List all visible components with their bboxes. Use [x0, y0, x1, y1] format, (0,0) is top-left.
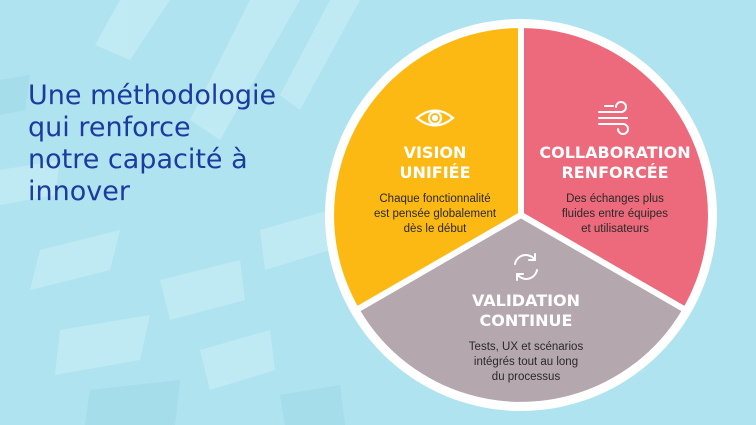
segment-collaboration [518, 22, 714, 313]
headline-line: notre capacité à [28, 144, 248, 175]
headline-line: innover [28, 176, 130, 207]
validation-text-line: du processus [492, 371, 561, 383]
headline-line: Une méthodologie [28, 80, 277, 111]
validation-text-line: Tests, UX et scénarios [469, 341, 584, 353]
methodology-wheel: VISION UNIFIÉE Chaque fonctionnalité est… [325, 19, 717, 411]
collaboration-title-line: COLLABORATION [539, 143, 690, 162]
eye-icon [415, 109, 455, 127]
segment-validation [353, 212, 689, 408]
headline-line: qui renforce [28, 112, 191, 143]
vision-title-line: UNIFIÉE [399, 163, 470, 182]
wind-icon [598, 101, 629, 135]
validation-title-line: VALIDATION [472, 291, 580, 310]
segment-vision [328, 22, 524, 313]
validation-title-line: CONTINUE [480, 311, 573, 330]
collaboration-text-line: et utilisateurs [581, 223, 649, 235]
headline: Une méthodologie qui renforce notre capa… [28, 80, 328, 208]
vision-text-line: Chaque fonctionnalité [379, 193, 490, 205]
refresh-cycle-icon [514, 253, 538, 281]
collaboration-text-line: fluides entre équipes [562, 208, 668, 220]
validation-text-line: intégrés tout au long [474, 356, 578, 368]
collaboration-text-line: Des échanges plus [566, 193, 664, 205]
vision-title-line: VISION [404, 143, 467, 162]
collaboration-title-line: RENFORCÉE [561, 163, 668, 182]
vision-text-line: est pensée globalement [374, 208, 497, 220]
vision-text-line: dès le début [404, 223, 467, 235]
